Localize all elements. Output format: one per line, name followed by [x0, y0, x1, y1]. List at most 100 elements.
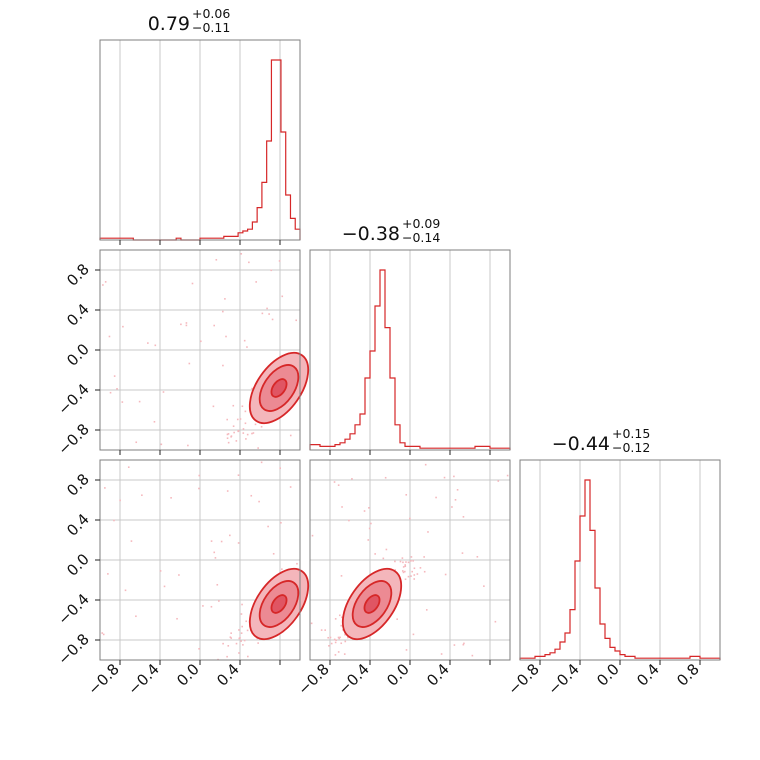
scatter-point	[346, 636, 349, 639]
scatter-point	[188, 362, 191, 365]
scatter-point	[394, 560, 396, 563]
scatter-point	[108, 335, 111, 338]
scatter-point	[483, 585, 485, 587]
scatter-point	[384, 476, 387, 479]
scatter-point	[244, 410, 247, 413]
scatter-point	[270, 269, 273, 272]
scatter-point	[232, 404, 235, 407]
scatter-point	[227, 645, 230, 647]
scatter-point	[226, 655, 228, 658]
title-lower-error: −0.14	[402, 230, 440, 245]
y-tick-label: −0.4	[54, 590, 92, 628]
scatter-point	[229, 534, 231, 537]
x-tick-label: −0.8	[294, 660, 332, 698]
scatter-point	[237, 474, 240, 476]
scatter-point	[289, 486, 292, 488]
scatter-point	[185, 324, 188, 327]
scatter-point	[241, 405, 244, 408]
scatter-point	[244, 422, 247, 425]
x-tick-label: 0.4	[633, 660, 663, 690]
scatter-point	[399, 560, 402, 563]
scatter-point	[413, 574, 416, 576]
scatter-point	[163, 585, 166, 588]
scatter-point	[267, 525, 269, 528]
scatter-point	[506, 474, 509, 477]
scatter-point	[281, 295, 284, 298]
scatter-point	[405, 494, 408, 496]
scatter-point	[242, 428, 245, 430]
histogram-step-line	[519, 479, 721, 660]
scatter-point	[226, 433, 229, 436]
scatter-point	[338, 637, 340, 640]
scatter-point	[237, 542, 240, 544]
scatter-point	[279, 467, 281, 470]
scatter-point	[289, 434, 292, 437]
scatter-point	[394, 569, 396, 571]
scatter-point	[333, 638, 336, 641]
scatter-point	[281, 568, 283, 570]
scatter-point	[246, 346, 248, 348]
scatter-point	[324, 629, 326, 631]
scatter-point	[178, 574, 180, 576]
scatter-point	[404, 564, 407, 566]
scatter-point	[339, 636, 341, 639]
scatter-point	[348, 519, 350, 522]
y-tick-label: −0.8	[54, 630, 92, 668]
scatter-point	[410, 556, 413, 558]
scatter-point	[416, 573, 419, 575]
scatter-point	[224, 298, 226, 300]
scatter-point	[200, 340, 202, 343]
x-tick-label: 0.8	[673, 660, 703, 690]
y-tick-label: 0.4	[63, 300, 93, 330]
scatter-point	[334, 618, 337, 620]
scatter-point	[413, 578, 416, 580]
scatter-point	[185, 322, 188, 324]
contour-outline-2	[258, 364, 300, 412]
scatter-point	[242, 432, 245, 434]
scatter-point	[162, 391, 165, 393]
x-tick-label: 0.4	[423, 660, 453, 690]
scatter-point	[218, 600, 220, 602]
scatter-point	[368, 507, 370, 509]
scatter-point	[423, 556, 425, 558]
scatter-point	[147, 342, 149, 344]
scatter-point	[412, 633, 415, 636]
scatter-point	[210, 540, 213, 542]
scatter-point	[407, 575, 410, 578]
scatter-point	[222, 310, 224, 313]
scatter-point	[451, 506, 453, 508]
scatter-point	[330, 642, 333, 645]
scatter-point	[251, 432, 253, 435]
title-lower-error: −0.11	[192, 20, 230, 35]
scatter-point	[138, 400, 141, 403]
scatter-point	[405, 561, 407, 563]
title-upper-error: +0.09	[402, 216, 440, 231]
scatter-point	[327, 636, 329, 639]
scatter-point	[176, 617, 178, 620]
scatter-point	[170, 497, 172, 499]
scatter-point	[216, 583, 219, 586]
scatter-point	[220, 540, 223, 543]
scatter-point	[191, 282, 194, 285]
title-upper-error: +0.15	[612, 426, 650, 441]
scatter-point	[411, 570, 413, 573]
scatter-point	[368, 527, 371, 530]
scatter-point	[238, 629, 240, 631]
scatter-point	[250, 494, 253, 497]
scatter-point	[247, 655, 249, 658]
scatter-point	[296, 562, 298, 565]
scatter-point	[266, 307, 268, 310]
title-upper-error: +0.06	[192, 6, 230, 21]
scatter-point	[382, 557, 385, 560]
scatter-point	[328, 644, 330, 647]
scatter-point	[329, 636, 332, 639]
scatter-point	[255, 281, 257, 283]
scatter-point	[226, 437, 229, 440]
y-tick-label: 0.8	[63, 470, 93, 500]
scatter-panel-2-1	[309, 459, 511, 665]
y-tick-label: 0.8	[63, 260, 93, 290]
scatter-point	[230, 637, 233, 639]
scatter-point	[159, 570, 162, 572]
x-tick-label: 0.4	[213, 660, 243, 690]
